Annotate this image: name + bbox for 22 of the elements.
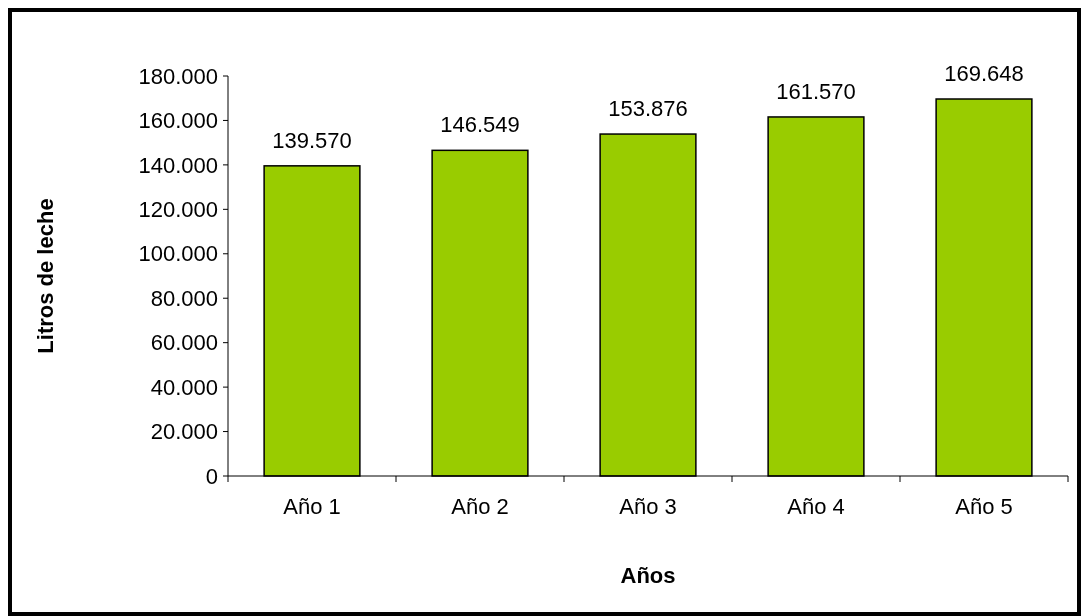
x-tick-label: Año 5: [955, 494, 1013, 519]
x-tick-label: Año 2: [451, 494, 509, 519]
data-label: 139.570: [272, 127, 352, 153]
y-tick-label: 140.000: [138, 152, 218, 178]
y-tick-label: 80.000: [150, 285, 218, 311]
y-tick-label: 40.000: [150, 374, 218, 400]
y-tick-label: 0: [205, 463, 218, 489]
data-label: 169.648: [944, 61, 1024, 86]
x-tick-label: Año 3: [619, 494, 677, 519]
y-tick-label: 20.000: [150, 419, 218, 445]
x-tick-label: Año 4: [787, 494, 845, 519]
x-axis-title: Años: [620, 563, 676, 588]
data-label: 146.549: [440, 112, 520, 138]
data-label: 153.876: [608, 96, 688, 122]
data-label: 161.570: [776, 78, 856, 104]
y-tick-label: 160.000: [138, 108, 218, 134]
y-axis-title: Litros de leche: [33, 198, 58, 354]
y-tick-label: 100.000: [138, 241, 218, 267]
y-tick-label: 180.000: [138, 63, 218, 89]
y-tick-label: 60.000: [150, 330, 218, 356]
y-tick-label: 120.000: [138, 197, 218, 223]
x-tick-label: Año 1: [283, 494, 341, 519]
